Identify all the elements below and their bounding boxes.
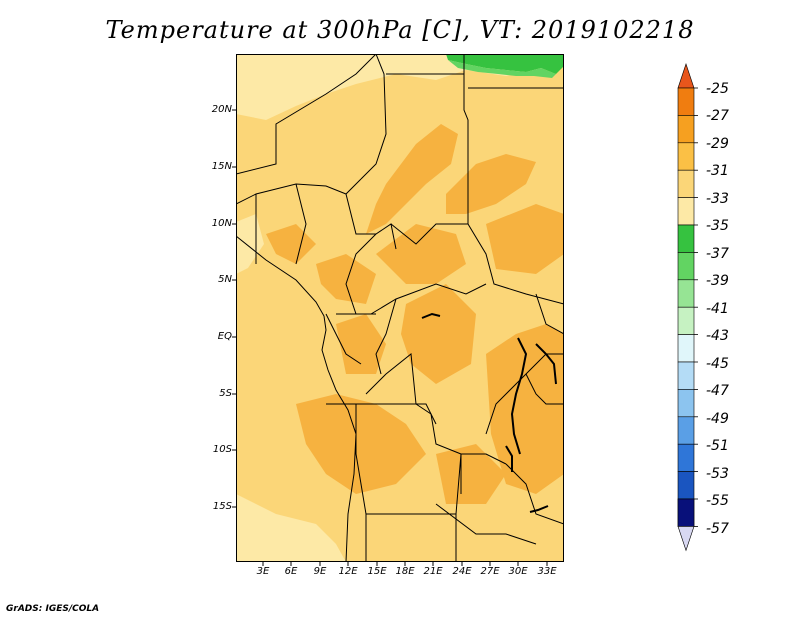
warm-region-angola bbox=[296, 394, 426, 494]
lon-label-33e: 33E bbox=[537, 566, 557, 577]
lon-label-12e: 12E bbox=[338, 566, 358, 577]
lakes bbox=[421, 312, 557, 513]
warm-region-zambia bbox=[436, 444, 506, 504]
lon-label-15e: 15E bbox=[367, 566, 387, 577]
lat-label-15n: 15N bbox=[211, 161, 232, 172]
light-green-edge bbox=[448, 60, 556, 78]
lat-label-eq: EQ bbox=[217, 331, 232, 342]
warm-region-sahel bbox=[366, 124, 458, 234]
colorbar-label: -45 bbox=[706, 356, 729, 372]
colorbar-swatch bbox=[677, 279, 695, 308]
colorbar-swatch bbox=[677, 443, 695, 472]
colorbar-label: -49 bbox=[706, 411, 729, 427]
colorbar-top-triangle bbox=[677, 63, 695, 89]
colorbar-bottom-triangle bbox=[677, 526, 695, 552]
colorbar-swatch bbox=[677, 471, 695, 500]
colorbar-swatch bbox=[677, 498, 695, 527]
warm-region-east bbox=[486, 204, 564, 274]
lat-label-15s: 15S bbox=[212, 501, 232, 512]
green-region-north bbox=[446, 54, 564, 74]
colorbar-label: -47 bbox=[706, 383, 729, 399]
lon-label-24e: 24E bbox=[452, 566, 472, 577]
lon-label-9e: 9E bbox=[313, 566, 327, 577]
lat-label-10n: 10N bbox=[211, 218, 232, 229]
colorbar-label: -29 bbox=[706, 136, 729, 152]
lat-label-5n: 5N bbox=[218, 274, 232, 285]
colorbar-label: -43 bbox=[706, 328, 729, 344]
colorbar-swatch bbox=[677, 142, 695, 171]
colorbar-swatch bbox=[677, 115, 695, 144]
grads-credit: GrADS: IGES/COLA bbox=[6, 604, 100, 614]
colorbar-swatch bbox=[677, 306, 695, 335]
cool-region-south bbox=[236, 494, 346, 562]
warm-region-congo bbox=[401, 284, 476, 384]
colorbar-swatch bbox=[677, 416, 695, 445]
lon-label-27e: 27E bbox=[480, 566, 500, 577]
colorbar-label: -39 bbox=[706, 273, 729, 289]
lon-label-6e: 6E bbox=[284, 566, 298, 577]
warm-region-cameroon bbox=[316, 254, 376, 304]
colorbar-label: -57 bbox=[706, 521, 729, 537]
colorbar-swatch bbox=[677, 334, 695, 363]
lon-label-21e: 21E bbox=[423, 566, 443, 577]
lat-label-5s: 5S bbox=[219, 388, 232, 399]
colorbar-swatch bbox=[677, 169, 695, 198]
colorbar-label: -53 bbox=[706, 466, 729, 482]
colorbar-swatch bbox=[677, 252, 695, 281]
map-panel bbox=[236, 54, 564, 562]
lon-label-3e: 3E bbox=[256, 566, 270, 577]
colorbar bbox=[677, 63, 698, 552]
map-border bbox=[236, 54, 564, 562]
colorbar-label: -55 bbox=[706, 493, 729, 509]
colorbar-swatch bbox=[677, 361, 695, 390]
colorbar-label: -33 bbox=[706, 191, 729, 207]
country-borders bbox=[236, 54, 564, 562]
lat-label-20n: 20N bbox=[211, 104, 232, 115]
colorbar-swatch bbox=[677, 87, 695, 116]
warm-region-car bbox=[376, 224, 466, 284]
colorbar-label: -51 bbox=[706, 438, 729, 454]
lat-label-10s: 10S bbox=[212, 444, 232, 455]
colorbar-label: -25 bbox=[706, 81, 729, 97]
warm-region-gabon bbox=[336, 314, 386, 374]
warm-region-lakes bbox=[486, 324, 564, 494]
colorbar-swatch bbox=[677, 224, 695, 253]
colorbar-label: -41 bbox=[706, 301, 729, 317]
colorbar-label: -37 bbox=[706, 246, 729, 262]
colorbar-label: -31 bbox=[706, 163, 729, 179]
colorbar-label: -27 bbox=[706, 108, 729, 124]
lon-label-18e: 18E bbox=[395, 566, 415, 577]
cool-region-west bbox=[236, 214, 264, 274]
colorbar-swatch bbox=[677, 389, 695, 418]
colorbar-label: -35 bbox=[706, 218, 729, 234]
colorbar-swatch bbox=[677, 197, 695, 226]
chart-title: Temperature at 300hPa [C], VT: 201910221… bbox=[105, 16, 695, 44]
lon-label-30e: 30E bbox=[508, 566, 528, 577]
